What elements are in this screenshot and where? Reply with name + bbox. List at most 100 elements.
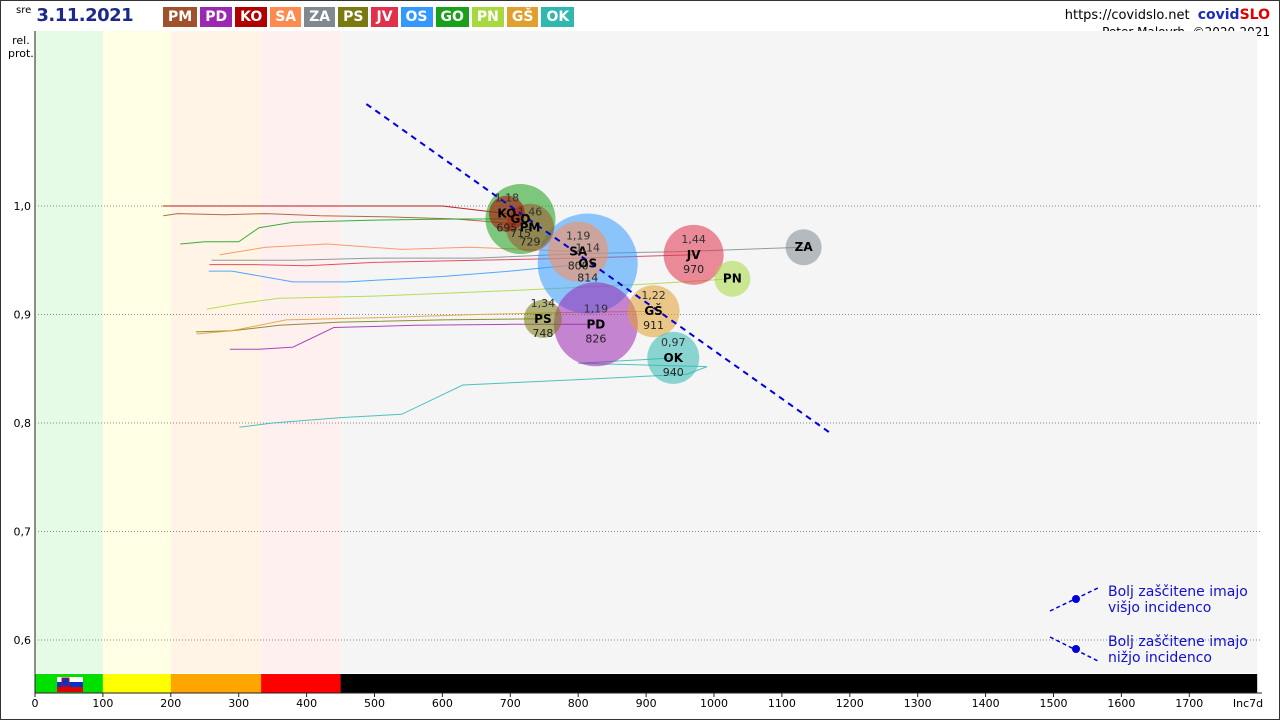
x-tick-label: 200 (160, 697, 181, 710)
zone-band-3 (261, 31, 341, 673)
note-higher-line1: Bolj zaščitene imajo (1108, 584, 1248, 600)
trail-os (208, 263, 588, 283)
legend-za[interactable]: ZA (304, 7, 336, 27)
legend-ps[interactable]: PS (338, 7, 369, 27)
date-label: 3.11.2021 (36, 5, 134, 26)
x-tick-label: 1300 (904, 697, 932, 710)
x-tick-label: 800 (568, 697, 589, 710)
bubble-gš (627, 285, 680, 338)
legend-gš[interactable]: GŠ (506, 7, 539, 27)
x-tick-label: 1600 (1107, 697, 1135, 710)
note-higher-icon (1049, 587, 1099, 612)
flag-red (57, 687, 83, 692)
note-lower-dot (1072, 645, 1080, 653)
flag-blue (57, 682, 83, 687)
x-tick-label: 1100 (768, 697, 796, 710)
bubble-sa (548, 221, 609, 282)
x-tick-label: 600 (432, 697, 453, 710)
x-tick-label: 700 (500, 697, 521, 710)
site-credit: https://covidslo.net covidSLO (1065, 7, 1270, 23)
zone-band-0 (35, 31, 103, 673)
bubble-inc-pd: 826 (585, 332, 606, 345)
bubble-rt-ko: 1,18 (495, 192, 520, 205)
bubble-inc-gš: 911 (643, 319, 664, 332)
bubble-inc-ok: 940 (663, 366, 684, 379)
bubble-label-pd: PD (586, 317, 605, 331)
bubble-pn (714, 260, 751, 297)
bubble-ps (523, 299, 562, 338)
brand-logo: covidSLO (1198, 7, 1270, 23)
y-tick-label: 0,7 (14, 526, 32, 539)
zone-band-1 (102, 31, 171, 673)
x-tick-label: 0 (32, 697, 39, 710)
legend-os[interactable]: OS (400, 7, 433, 27)
x-tick-label: 400 (296, 697, 317, 710)
bubble-rt-gš: 1,22 (641, 289, 666, 302)
brand-part1: covid (1197, 7, 1240, 23)
zone-bar-2 (170, 674, 262, 693)
bubble-inc-pm: 729 (519, 236, 540, 249)
flag-white (57, 677, 83, 682)
legend-go[interactable]: GO (435, 7, 469, 27)
note-lower-icon (1049, 636, 1099, 662)
bubble-inc-sa: 800 (568, 260, 589, 273)
bubble-ko (488, 195, 525, 232)
legend-ok[interactable]: OK (541, 7, 575, 27)
legend-pm[interactable]: PM (163, 7, 198, 27)
trail-ok (239, 357, 708, 428)
trail-pd (229, 323, 596, 350)
bubble-label-pm: PM (520, 221, 541, 235)
note-lower-line1: Bolj zaščitene imajo (1108, 634, 1248, 650)
bubble-rt-ok: 0,97 (661, 336, 686, 349)
bubble-rt-jv: 1,44 (681, 233, 706, 246)
note-higher-dot (1072, 595, 1080, 603)
legend-pn[interactable]: PN (471, 7, 504, 27)
x-tick-label: 900 (636, 697, 657, 710)
date-header: sre 3.11.2021 (16, 5, 134, 26)
zone-band-2 (170, 31, 262, 673)
x-tick-label: 100 (92, 697, 113, 710)
trail-go (180, 218, 521, 245)
day-of-week: sre (16, 5, 32, 16)
bubble-label-gš: GŠ (644, 303, 663, 318)
x-tick-label: 1700 (1175, 697, 1203, 710)
bubble-label-ok: OK (664, 351, 684, 365)
bubble-ok (647, 331, 700, 384)
x-tick-label: 1400 (972, 697, 1000, 710)
zone-bar-4 (340, 674, 1258, 693)
bubble-za (785, 229, 822, 266)
trail-ko (162, 205, 507, 215)
bubble-rt-os: 1,14 (575, 242, 600, 255)
bubble-label-os: OS (578, 257, 597, 271)
bubble-label-jv: JV (686, 248, 701, 262)
bubble-label-ko: KO (497, 207, 516, 221)
legend-sa[interactable]: SA (270, 7, 302, 27)
bubble-inc-go: 715 (510, 227, 531, 240)
legend: PM PD KO SA ZA PS JV OS GO PN GŠ OK (163, 7, 575, 27)
site-url[interactable]: https://covidslo.net (1064, 8, 1190, 23)
y-axis-label: rel. prot. (8, 34, 34, 60)
note-higher-line2: višjo incidenco (1108, 600, 1212, 616)
x-axis-label: Inc7d (1233, 697, 1263, 710)
bubble-label-za: ZA (795, 240, 814, 254)
bubble-label-pn: PN (723, 272, 742, 286)
x-tick-label: 300 (228, 697, 249, 710)
y-tick-label: 0,8 (14, 417, 32, 430)
legend-ko[interactable]: KO (235, 7, 268, 27)
x-tick-label: 1200 (836, 697, 864, 710)
y-tick-label: 0,6 (14, 634, 32, 647)
bubble-inc-jv: 970 (683, 263, 704, 276)
bubble-label-ps: PS (534, 312, 551, 326)
bubble-rt-pm: 1,46 (518, 206, 543, 219)
trend-line (365, 103, 833, 435)
trail-pn (206, 278, 733, 310)
bubble-rt-sa: 1,19 (566, 230, 591, 243)
bubble-inc-ps: 748 (532, 327, 553, 340)
legend-jv[interactable]: JV (371, 7, 398, 27)
bubble-label-go: GO (510, 212, 530, 226)
bubble-jv (663, 224, 724, 285)
y-axis-label-line: rel. (12, 34, 30, 47)
legend-pd[interactable]: PD (200, 7, 233, 27)
bubble-inc-ko: 695 (496, 222, 517, 235)
